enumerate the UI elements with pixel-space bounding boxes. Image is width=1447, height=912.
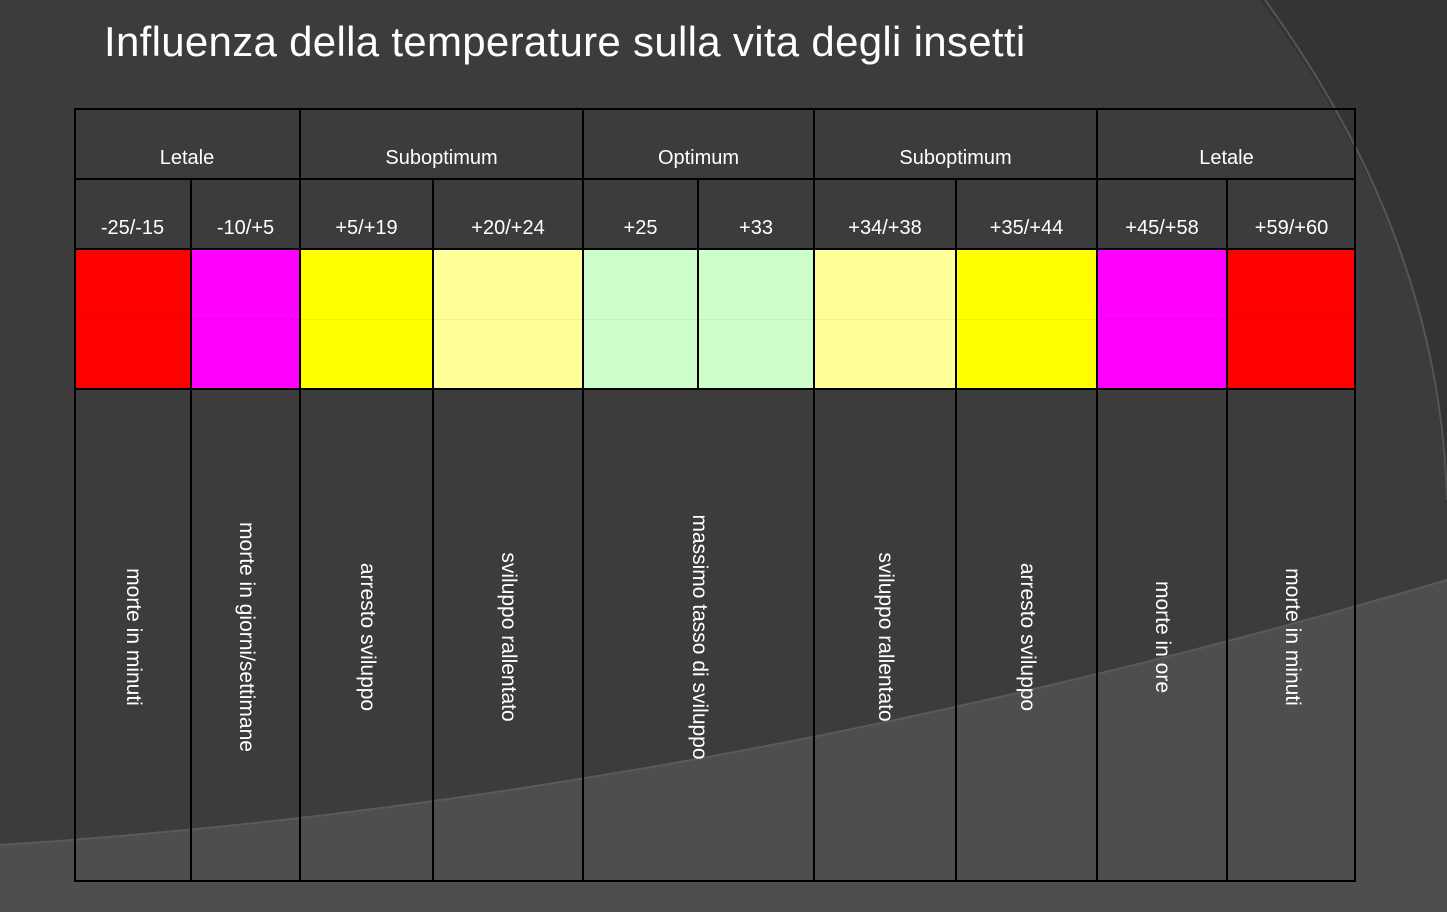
zone-label: Optimum: [657, 147, 740, 169]
range-label: +5/+19: [335, 217, 398, 239]
range-label: +25: [623, 217, 658, 239]
color-band-divider: [74, 319, 191, 320]
zone-label: Suboptimum: [899, 147, 1012, 169]
table-column-divider: [955, 179, 957, 882]
table-column-divider: [582, 108, 584, 882]
color-band-cell: [191, 249, 300, 389]
table-frame: [74, 108, 1356, 882]
color-band-cell: [956, 249, 1097, 389]
page-title: Influenza della temperature sulla vita d…: [104, 18, 1026, 65]
color-band-cell: [300, 249, 433, 389]
table-column-divider: [1096, 108, 1098, 882]
range-label: -25/-15: [100, 217, 165, 239]
color-band-cell: [1097, 249, 1227, 389]
color-band-divider: [300, 319, 433, 320]
zone-label: Letale: [1199, 147, 1254, 169]
color-band-divider: [191, 319, 300, 320]
color-band-divider: [814, 319, 956, 320]
range-label: -10/+5: [216, 217, 275, 239]
color-band-cell: [1227, 249, 1356, 389]
table-row-divider: [74, 388, 1356, 390]
color-band-divider: [1227, 319, 1356, 320]
table-row-divider: [74, 178, 1356, 180]
range-label: +59/+60: [1254, 217, 1329, 239]
table-column-divider: [1226, 179, 1228, 882]
table-column-divider: [813, 108, 815, 882]
range-label: +45/+58: [1125, 217, 1199, 239]
range-label: +35/+44: [989, 217, 1064, 239]
table-column-divider: [299, 108, 301, 882]
table-column-divider: [432, 179, 434, 882]
color-band-divider: [698, 319, 814, 320]
range-label: +20/+24: [471, 217, 545, 239]
table-row-divider: [74, 248, 1356, 250]
color-band-cell: [698, 249, 814, 389]
color-band-cell: [814, 249, 956, 389]
color-band-divider: [583, 319, 698, 320]
color-band-cell: [583, 249, 698, 389]
color-band-cell: [433, 249, 583, 389]
table-column-divider: [697, 179, 699, 389]
color-band-cell: [74, 249, 191, 389]
color-band-divider: [956, 319, 1097, 320]
table-column-divider: [190, 179, 192, 882]
color-band-divider: [433, 319, 583, 320]
color-band-divider: [1097, 319, 1227, 320]
zone-label: Suboptimum: [385, 147, 498, 169]
range-label: +34/+38: [848, 217, 922, 239]
zone-label: Letale: [159, 147, 215, 169]
range-label: +33: [739, 217, 773, 239]
